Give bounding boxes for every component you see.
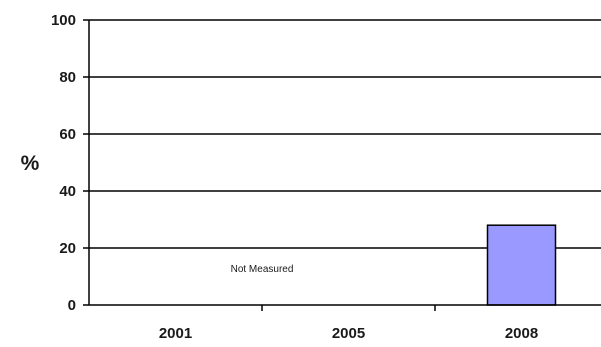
- y-tick-label: 80: [59, 69, 76, 86]
- y-tick-label: 60: [59, 126, 76, 143]
- y-axis-label: %: [21, 152, 40, 175]
- x-tick-label-2008: 2008: [505, 325, 538, 342]
- bars: [486, 224, 557, 306]
- gridlines: [89, 19, 601, 249]
- y-tick-label: 0: [68, 297, 76, 314]
- y-tick-labels: 0 20 40 60 80 100: [51, 12, 89, 314]
- y-tick-label: 20: [59, 240, 76, 257]
- bar-2008: [486, 224, 557, 306]
- x-tick-label-2001: 2001: [159, 325, 192, 342]
- not-measured-annotation: Not Measured: [231, 264, 294, 275]
- y-tick-label: 40: [59, 183, 76, 200]
- x-tick-label-2005: 2005: [332, 325, 365, 342]
- y-tick-label: 100: [51, 12, 76, 29]
- x-tick-labels: 2001 2005 2008: [159, 305, 538, 342]
- axes: [88, 20, 601, 306]
